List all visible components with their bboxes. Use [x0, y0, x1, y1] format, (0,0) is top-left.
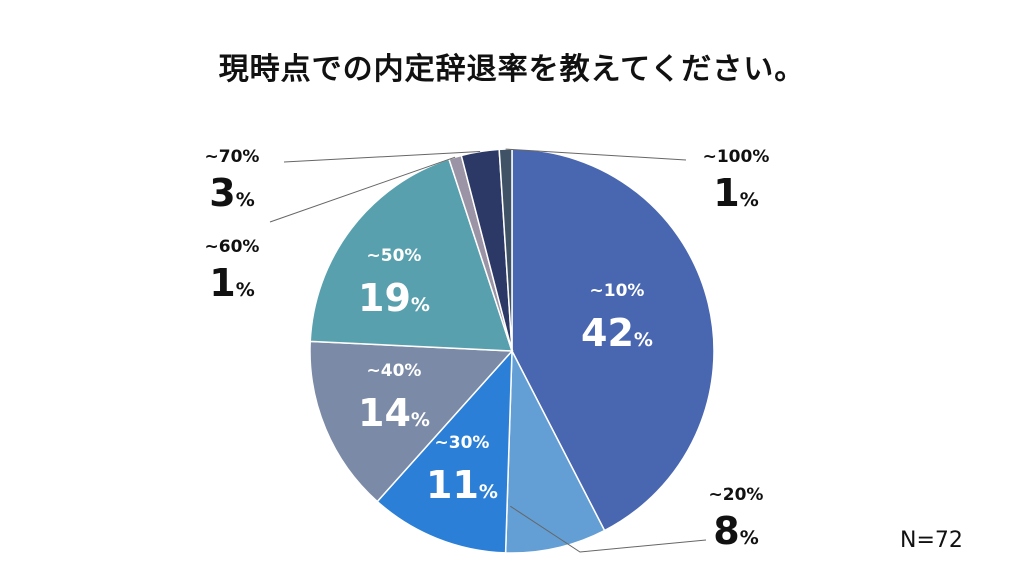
leader-line-2 [510, 505, 707, 553]
slice-value-label-2: 8% [713, 509, 759, 553]
slice-category-label-3: ~30% [435, 433, 490, 453]
pie-slice-4 [309, 340, 514, 503]
slice-value-label-7: 3% [209, 171, 255, 215]
slice-value-label-6: 1% [209, 261, 255, 305]
pie-slice-5 [309, 158, 514, 352]
slice-value-label-4: 14% [358, 391, 430, 435]
pie-slice-2 [504, 348, 606, 554]
pie-slice-3 [376, 348, 513, 554]
slice-category-label-7: ~70% [205, 147, 260, 167]
slice-category-label-8: ~100% [703, 147, 770, 167]
slice-category-label-5: ~50% [367, 246, 422, 266]
slice-category-label-4: ~40% [367, 361, 422, 381]
leader-line-7 [283, 151, 481, 163]
leader-line-6 [269, 156, 456, 223]
slice-category-label-2: ~20% [709, 485, 764, 505]
slice-category-label-1: ~10% [590, 281, 645, 301]
slice-category-label-6: ~60% [205, 237, 260, 257]
pie-slice-1 [511, 148, 715, 532]
sample-size-label: N=72 [900, 528, 963, 553]
leader-line-8 [505, 148, 687, 161]
slice-value-label-3: 11% [426, 463, 498, 507]
slice-value-label-5: 19% [358, 276, 430, 320]
slice-value-label-8: 1% [713, 171, 759, 215]
slice-value-label-1: 42% [581, 311, 653, 355]
chart-title: 現時点での内定辞退率を教えてください。 [218, 52, 806, 87]
